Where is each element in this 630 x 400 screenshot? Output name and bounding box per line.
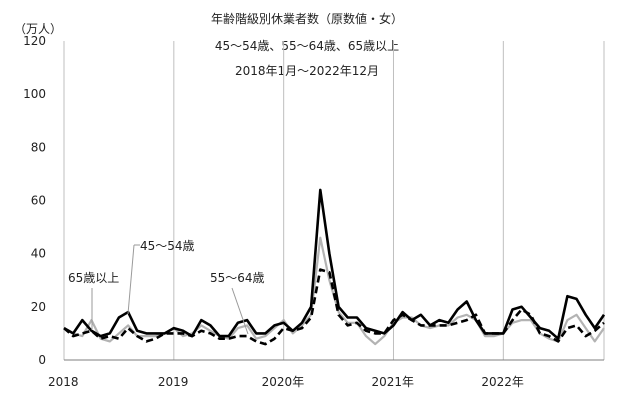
gridlines — [63, 41, 605, 360]
y-tick-label: 80 — [31, 140, 46, 154]
y-tick-labels: 0 20 40 60 80 100 120 — [23, 34, 46, 367]
annotation-leader-line — [231, 287, 249, 335]
series-annotation: 55～64歳 — [210, 271, 265, 285]
x-tick-label: 2021年 — [371, 375, 414, 389]
series-annotation: 65歳以上 — [68, 271, 119, 285]
series-line — [63, 188, 606, 340]
series-annotation: 45～54歳 — [140, 239, 195, 253]
y-tick-label: 120 — [23, 34, 46, 48]
x-tick-label: 2020年 — [262, 375, 305, 389]
series-line — [63, 236, 605, 346]
annotation-leader-line — [127, 244, 135, 315]
x-tick-label: 2022年 — [481, 375, 524, 389]
y-tick-label: 100 — [23, 87, 46, 101]
series-lines — [63, 188, 606, 346]
y-tick-label: 40 — [31, 247, 46, 261]
series-annotations: 45～54歳 65歳以上 55～64歳 — [68, 239, 265, 335]
x-tick-label: 2018 — [48, 375, 79, 389]
chart-subtitle: 45～54歳、55～64歳、65歳以上 — [214, 39, 400, 53]
chart-title: 年齢階級別休業者数（原数値・女） — [210, 12, 403, 26]
y-tick-label: 0 — [38, 353, 46, 367]
y-tick-label: 60 — [31, 194, 46, 208]
x-tick-label: 2019 — [158, 375, 189, 389]
x-tick-labels: 2018 2019 2020年 2021年 2022年 — [48, 375, 524, 389]
chart-period: 2018年1月～2022年12月 — [235, 64, 379, 78]
series-line — [63, 268, 605, 346]
y-axis-unit-label: （万人） — [14, 22, 63, 36]
y-tick-label: 20 — [31, 300, 46, 314]
